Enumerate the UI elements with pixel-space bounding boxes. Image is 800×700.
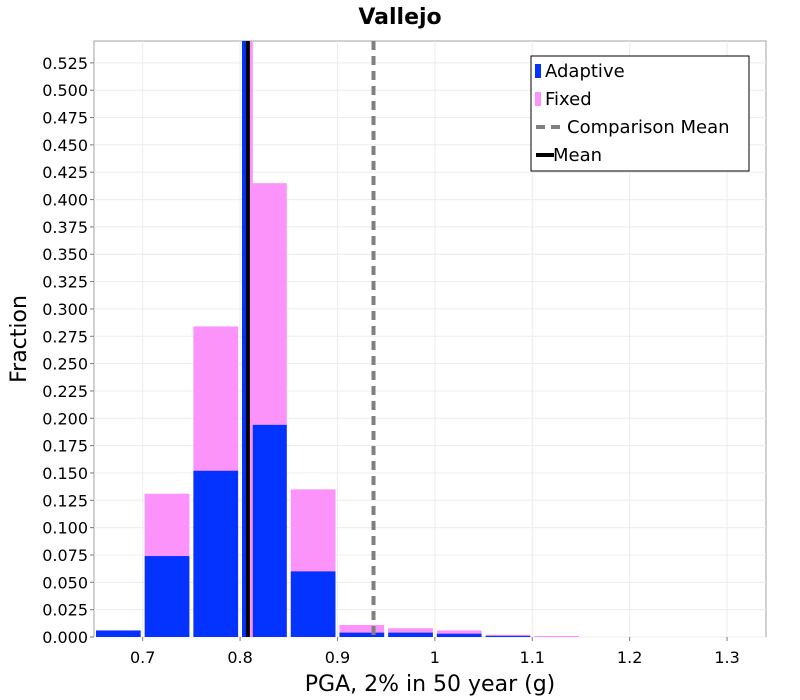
- bar-adaptive: [388, 632, 433, 637]
- y-tick-label: 0.525: [42, 54, 88, 73]
- y-tick-label: 0.075: [42, 546, 88, 565]
- y-tick-label: 0.475: [42, 109, 88, 128]
- x-tick-label: 0.9: [325, 648, 350, 667]
- legend: Adaptive Fixed Comparison Mean Mean: [530, 55, 750, 172]
- y-tick-label: 0.300: [42, 300, 88, 319]
- legend-label-fixed: Fixed: [545, 89, 592, 110]
- x-tick-label: 1.3: [714, 648, 739, 667]
- x-tick-label: 1.2: [617, 648, 642, 667]
- x-axis-label: PGA, 2% in 50 year (g): [305, 672, 556, 697]
- bar-adaptive: [485, 635, 531, 637]
- y-tick-label: 0.425: [42, 163, 88, 182]
- y-tick-label: 0.500: [42, 81, 88, 100]
- y-axis-label: Fraction: [7, 295, 32, 383]
- x-tick-label: 1: [430, 648, 440, 667]
- y-tick-label: 0.250: [42, 355, 88, 374]
- x-tick-label: 1.1: [520, 648, 545, 667]
- legend-box: [530, 55, 750, 172]
- y-axis-ticks: 0.000 0.025 0.050 0.075 0.100 0.125 0.150 0.175…: [42, 54, 94, 647]
- y-tick-label: 0.000: [42, 628, 88, 647]
- y-tick-label: 0.225: [42, 382, 88, 401]
- mean-lines: [241, 41, 376, 637]
- bar-adaptive: [436, 633, 482, 637]
- y-tick-label: 0.450: [42, 136, 88, 155]
- bar-fixed: [534, 635, 579, 637]
- bar-adaptive: [193, 470, 239, 637]
- x-axis-ticks: 0.7 0.8 0.9 1 1.1 1.2 1.3: [130, 637, 740, 667]
- y-tick-label: 0.325: [42, 273, 88, 292]
- y-tick-label: 0.200: [42, 409, 88, 428]
- x-tick-label: 0.8: [227, 648, 252, 667]
- chart-title: Vallejo: [358, 5, 441, 30]
- legend-label-mean: Mean: [553, 145, 602, 166]
- bar-adaptive: [290, 571, 336, 637]
- legend-label-adaptive: Adaptive: [545, 61, 625, 82]
- bar-adaptive: [339, 632, 385, 637]
- legend-swatch-fixed: [535, 92, 541, 106]
- y-tick-label: 0.050: [42, 573, 88, 592]
- x-tick-label: 0.7: [130, 648, 155, 667]
- y-tick-label: 0.400: [42, 191, 88, 210]
- y-tick-label: 0.275: [42, 327, 88, 346]
- y-tick-label: 0.350: [42, 245, 88, 264]
- bar-adaptive: [96, 630, 141, 637]
- y-tick-label: 0.150: [42, 464, 88, 483]
- y-tick-label: 0.100: [42, 519, 88, 538]
- bar-adaptive: [144, 556, 190, 637]
- y-tick-label: 0.375: [42, 218, 88, 237]
- y-tick-label: 0.125: [42, 491, 88, 510]
- y-tick-label: 0.175: [42, 437, 88, 456]
- y-tick-label: 0.025: [42, 601, 88, 620]
- legend-label-comparison-mean: Comparison Mean: [567, 117, 730, 138]
- legend-swatch-adaptive: [535, 64, 541, 78]
